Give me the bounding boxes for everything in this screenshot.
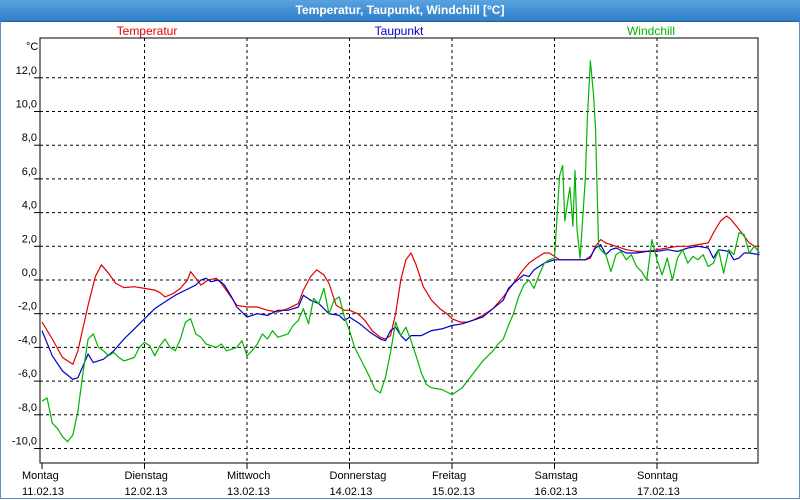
series-line-taupunkt: [41, 244, 760, 380]
x-tick-weekday: Mittwoch: [227, 470, 270, 482]
x-tick-weekday: Dienstag: [125, 470, 168, 482]
x-tick-weekday: Sonntag: [637, 470, 678, 482]
x-tick-date: 14.02.13: [330, 486, 373, 498]
y-tick-label: 4,0: [22, 200, 37, 212]
chart-title: Temperatur, Taupunkt, Windchill [°C]: [0, 0, 800, 22]
x-tick-date: 16.02.13: [535, 486, 578, 498]
y-tick-label: 12,0: [16, 65, 37, 77]
y-tick-label: -10,0: [12, 436, 37, 448]
legend-windchill: Windchill: [627, 24, 675, 38]
x-tick-weekday: Montag: [22, 470, 59, 482]
x-tick-date: 15.02.13: [432, 486, 475, 498]
x-tick-weekday: Freitag: [432, 470, 466, 482]
legend-taupunkt: Taupunkt: [375, 24, 424, 38]
x-tick-date: 17.02.13: [637, 486, 680, 498]
x-tick-weekday: Samstag: [535, 470, 578, 482]
y-tick-label: 6,0: [22, 166, 37, 178]
legend-temperatur: Temperatur: [117, 24, 178, 38]
y-axis-unit: °C: [26, 41, 38, 53]
y-tick-label: 8,0: [22, 132, 37, 144]
y-tick-label: -4,0: [18, 334, 37, 346]
x-tick-date: 13.02.13: [227, 486, 270, 498]
x-tick-date: 11.02.13: [22, 486, 64, 498]
x-tick-date: 12.02.13: [125, 486, 168, 498]
x-tick-weekday: Donnerstag: [330, 470, 387, 482]
y-tick-label: -8,0: [18, 402, 37, 414]
y-tick-label: 0,0: [22, 267, 37, 279]
series-line-temperatur: [41, 215, 760, 365]
y-tick-label: 10,0: [16, 99, 37, 111]
y-tick-label: -6,0: [18, 368, 37, 380]
series-line-windchill: [41, 60, 760, 443]
y-tick-label: -2,0: [18, 301, 37, 313]
y-tick-label: 2,0: [22, 233, 37, 245]
